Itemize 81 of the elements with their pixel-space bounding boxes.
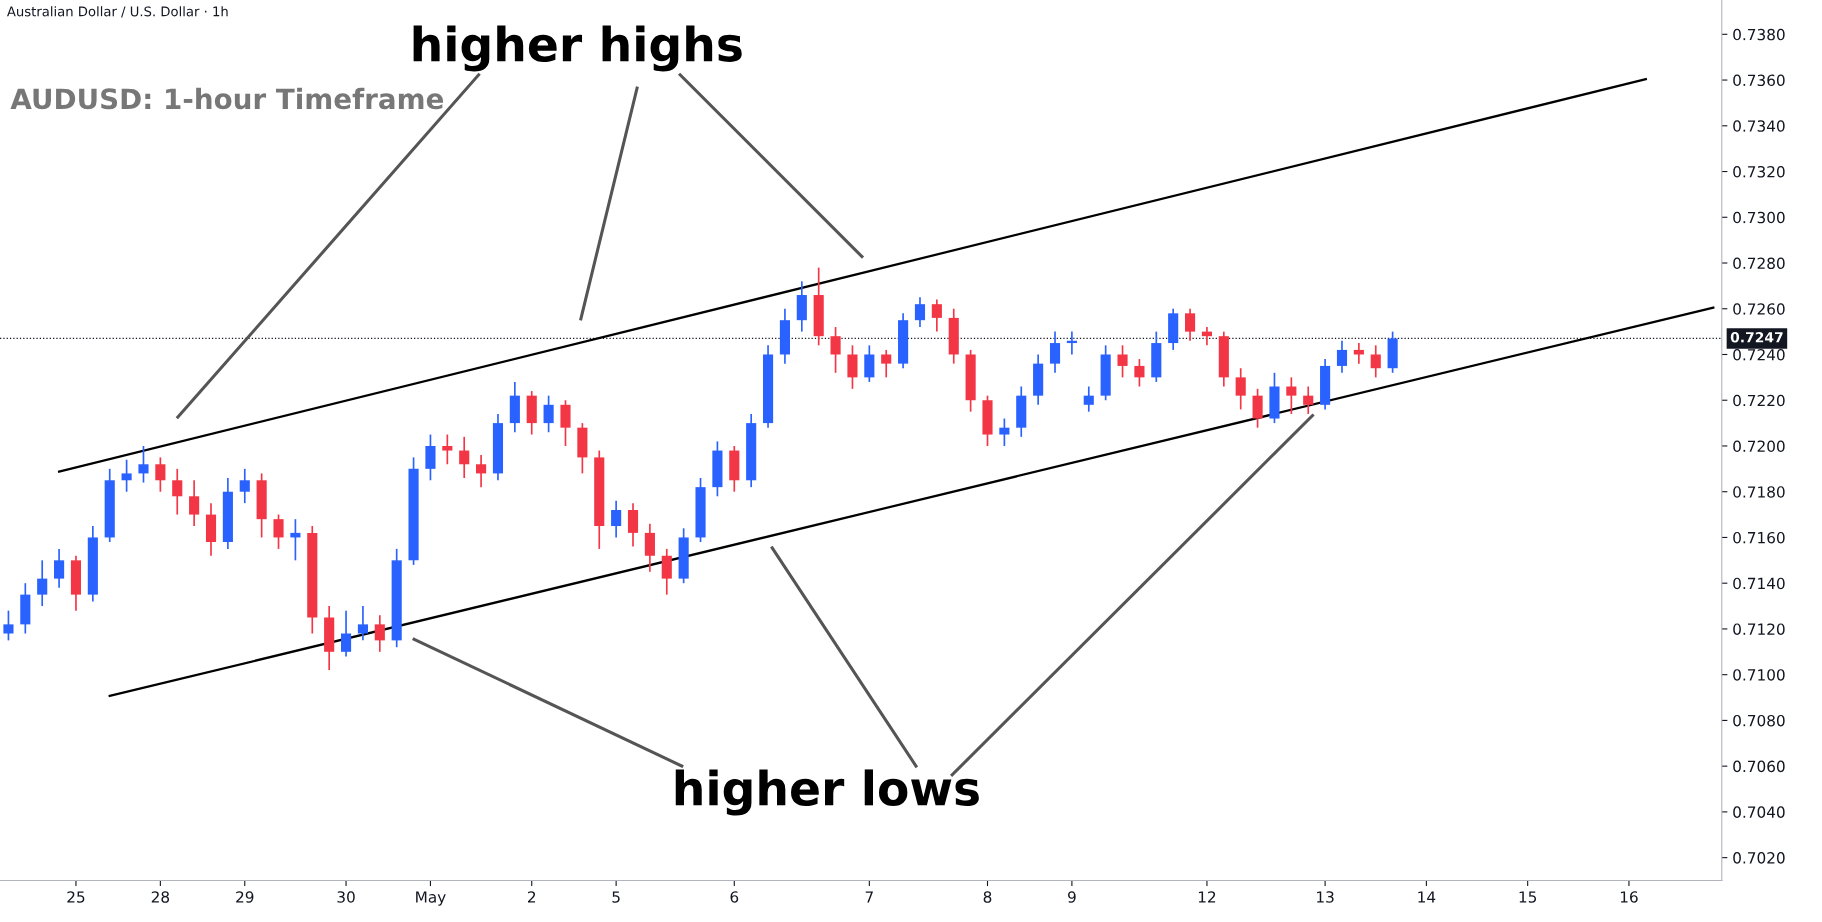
y-tick-label: 0.7180: [1733, 486, 1785, 498]
candlestick: [374, 614, 385, 653]
candlestick: [476, 454, 487, 488]
y-tick-label: 0.7260: [1733, 303, 1785, 315]
y-tick-label: 0.7380: [1733, 28, 1785, 41]
candlestick: [1336, 339, 1348, 374]
x-tick-label: 9: [1068, 891, 1076, 903]
y-tick-label: 0.7060: [1733, 760, 1785, 773]
x-tick-label: 14: [1418, 891, 1436, 903]
candlestick: [54, 548, 65, 589]
candlestick: [560, 399, 571, 447]
candlestick: [121, 458, 132, 493]
candlestick: [627, 502, 639, 548]
x-tick-label: 28: [151, 891, 170, 903]
candlestick: [611, 500, 622, 539]
candlestick: [1370, 344, 1381, 379]
candlestick: [1185, 307, 1196, 342]
candlestick: [661, 548, 672, 596]
x-tick-label: 12: [1198, 891, 1216, 903]
candlestick: [644, 522, 655, 573]
y-tick-label: 0.7240: [1733, 348, 1785, 361]
candlestick: [1286, 376, 1297, 415]
annotation: higher highs: [413, 25, 742, 72]
candlestick: [1235, 367, 1246, 411]
candlestick: [425, 433, 436, 482]
candlestick: [1049, 330, 1061, 374]
x-tick-label: 8: [983, 891, 992, 903]
candlestick: [340, 609, 352, 658]
candlestick: [1083, 385, 1094, 413]
candlestick: [273, 513, 284, 550]
candlestick: [239, 468, 250, 504]
y-tick-label: 0.7040: [1733, 806, 1785, 818]
x-tick-label: 29: [236, 891, 254, 903]
y-tick-label: 0.7340: [1733, 120, 1785, 132]
annotation: higher lows: [675, 769, 979, 816]
candlestick: [830, 326, 841, 374]
x-tick-label: 5: [612, 891, 620, 903]
candlestick: [1134, 358, 1145, 388]
candlestick: [459, 435, 470, 479]
x-tick-label: May: [416, 891, 446, 906]
x-tick-label: 2: [527, 891, 536, 903]
candlestick: [1303, 385, 1314, 415]
candlestick: [931, 298, 942, 333]
y-tick-label: 0.7280: [1733, 257, 1785, 270]
ref-line-label: 0.7247: [1730, 332, 1783, 343]
y-tick-label: 0.7160: [1733, 531, 1785, 544]
candlestick: [442, 433, 453, 466]
y-tick-label: 0.7360: [1733, 74, 1785, 87]
y-tick-label: 0.7300: [1733, 211, 1785, 224]
candlestick: [155, 456, 166, 493]
chart-title: Australian Dollar / U.S. Dollar · 1h: [6, 6, 228, 18]
x-tick-label: 13: [1317, 891, 1334, 903]
x-tick-label: 30: [337, 891, 355, 903]
text: AUDUSD: 1-hour Timeframe: [10, 87, 444, 110]
candlestick: [881, 349, 892, 379]
candlestick: [3, 609, 14, 642]
y-tick-label: 0.7320: [1733, 165, 1785, 178]
y-tick-label: 0.7120: [1733, 623, 1785, 635]
y-tick-label: 0.7020: [1733, 852, 1785, 864]
candlestick: [864, 344, 875, 383]
candlestick: [357, 605, 368, 642]
x-tick-label: 6: [730, 891, 739, 903]
y-tick-label: 0.7080: [1733, 714, 1785, 727]
candlestick: [847, 344, 858, 390]
y-tick-label: 0.7200: [1733, 440, 1785, 452]
candlestick: [543, 394, 554, 434]
x-tick-label: 7: [865, 891, 873, 903]
candlestick: [1117, 344, 1128, 379]
x-tick-label: 16: [1620, 891, 1638, 903]
x-tick-label: 15: [1519, 891, 1537, 903]
y-tick-label: 0.7100: [1733, 669, 1785, 681]
y-tick-label: 0.7140: [1733, 577, 1785, 590]
x-tick-label: 25: [67, 891, 85, 903]
candlestick: [914, 296, 926, 328]
candlestick: [999, 417, 1010, 447]
candlestick: [189, 479, 200, 527]
y-tick-label: 0.7220: [1733, 394, 1785, 407]
candlestick: [1252, 387, 1263, 429]
candlestick: [172, 468, 183, 516]
candlestick: [37, 559, 48, 607]
candlestick: [138, 445, 149, 484]
